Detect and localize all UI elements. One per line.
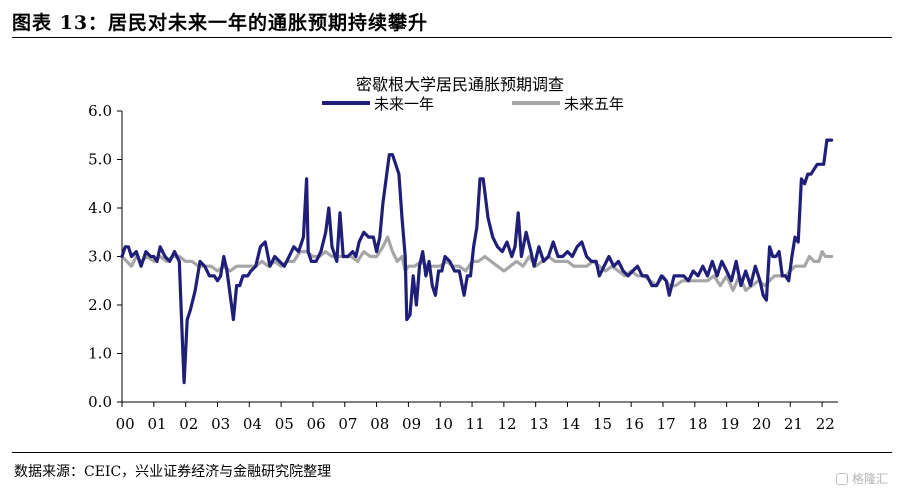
y-tick-label: 2.0 <box>88 296 112 314</box>
x-tick-label: 04 <box>243 415 262 433</box>
x-tick-label: 03 <box>211 415 230 433</box>
x-tick-label: 06 <box>307 415 326 433</box>
figure-header: 图表 13：居民对未来一年的通胀预期持续攀升 <box>12 6 892 36</box>
x-tick-label: 15 <box>593 415 612 433</box>
y-tick-label: 6.0 <box>88 102 112 120</box>
y-tick-label: 0.0 <box>88 393 112 411</box>
x-tick-label: 17 <box>657 415 676 433</box>
watermark-text: 格隆汇 <box>851 472 888 486</box>
x-tick-label: 11 <box>466 415 485 433</box>
x-tick-label: 10 <box>434 415 453 433</box>
series-line-1 <box>120 235 834 292</box>
x-tick-label: 14 <box>561 415 580 433</box>
x-tick-label: 22 <box>816 415 835 433</box>
x-tick-label: 00 <box>116 415 135 433</box>
x-tick-label: 07 <box>338 415 357 433</box>
x-tick-label: 09 <box>402 415 421 433</box>
legend-label-1: 未来五年 <box>564 95 624 113</box>
chart-legend: 未来一年 未来五年 <box>322 95 624 113</box>
x-tick-label: 05 <box>275 415 294 433</box>
chart-title: 密歇根大学居民通胀预期调查 <box>356 75 564 94</box>
header-rule <box>12 37 892 38</box>
x-tick-label: 19 <box>720 415 739 433</box>
y-tick-label: 3.0 <box>88 248 112 266</box>
x-tick-label: 02 <box>179 415 198 433</box>
legend-label-0: 未来一年 <box>374 95 434 113</box>
x-tick-label: 13 <box>529 415 548 433</box>
chart-axes: 0.0 1.0 2.0 3.0 4.0 5.0 6.0 00 01 02 03 04 05 06 07 08 0… <box>88 102 838 433</box>
figure-source: 数据来源：CEIC，兴业证券经济与金融研究院整理 <box>14 464 332 480</box>
series-line-0 <box>120 138 834 385</box>
x-tick-label: 12 <box>498 415 517 433</box>
x-tick-label: 08 <box>370 415 389 433</box>
x-tick-label: 01 <box>147 415 166 433</box>
x-tick-label: 21 <box>784 415 803 433</box>
y-tick-label: 4.0 <box>88 199 112 217</box>
watermark-logo-icon <box>835 472 848 485</box>
y-tick-label: 5.0 <box>88 151 112 169</box>
x-tick-label: 20 <box>752 415 771 433</box>
y-tick-label: 1.0 <box>88 345 112 363</box>
chart-lines <box>120 138 834 385</box>
x-tick-label: 16 <box>625 415 644 433</box>
figure-title: 图表 13：居民对未来一年的通胀预期持续攀升 <box>12 12 429 34</box>
watermark: 格隆汇 <box>835 470 888 487</box>
footer-rule <box>12 452 892 453</box>
x-tick-label: 18 <box>688 415 707 433</box>
